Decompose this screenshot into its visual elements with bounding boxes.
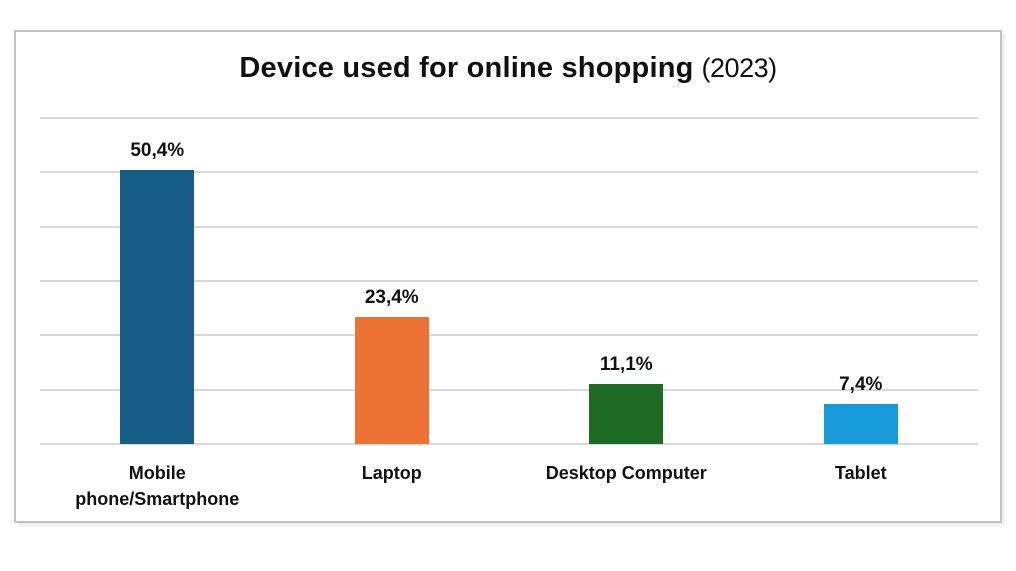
chart-title: Device used for online shopping (2023)	[16, 52, 1000, 85]
gridline	[40, 388, 978, 391]
gridline	[40, 225, 978, 228]
bar-slot: 50,4%	[40, 118, 275, 444]
bar-value-label: 23,4%	[364, 286, 419, 308]
bar	[823, 403, 898, 444]
gridline	[40, 171, 978, 174]
bar-value-label: 50,4%	[130, 140, 185, 162]
gridlines	[40, 117, 978, 445]
bar-slot: 7,4%	[744, 118, 979, 444]
plot-area: 50,4% 23,4% 11,1% 7,4%	[40, 117, 978, 445]
gridline	[40, 443, 978, 445]
bar	[120, 170, 195, 444]
x-axis-labels: Mobile phone/Smartphone Laptop Desktop Com…	[40, 460, 978, 512]
gridline	[40, 280, 978, 282]
gridline	[40, 117, 978, 119]
bar-slot: 11,1%	[509, 118, 744, 444]
x-axis-label: Laptop	[361, 463, 422, 483]
chart-title-year: (2023)	[701, 53, 778, 83]
bar-slot: 23,4%	[275, 118, 510, 444]
x-axis-label: Tablet	[834, 463, 887, 483]
gridline	[40, 334, 978, 337]
chart-frame: Device used for online shopping (2023) 50…	[14, 30, 1002, 523]
x-axis-label: Desktop Computer	[545, 463, 707, 483]
bar	[354, 316, 429, 444]
bars: 50,4% 23,4% 11,1% 7,4%	[40, 118, 978, 444]
bar-value-label: 11,1%	[599, 353, 653, 375]
bar-value-label: 7,4%	[839, 373, 883, 395]
chart-title-text: Device used for online shopping	[239, 52, 694, 84]
bar	[589, 383, 664, 444]
x-axis-label: Mobile phone/Smartphone	[75, 463, 240, 509]
